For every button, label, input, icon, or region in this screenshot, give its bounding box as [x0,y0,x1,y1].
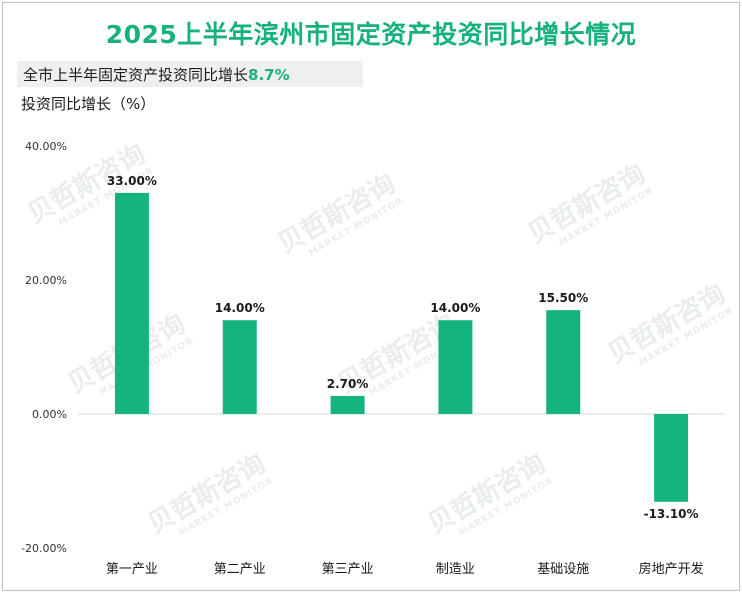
y-tick-label: 20.00% [25,274,67,287]
x-tick-label: 制造业 [436,562,475,577]
bar [654,414,689,502]
x-tick-label: 第一产业 [106,562,158,577]
data-label: 33.00% [107,174,157,188]
data-label: 2.70% [327,377,369,391]
bar [546,310,581,414]
bar [114,192,149,414]
bar [222,320,257,414]
summary-label-text: 全市上半年固定资产投资同比增长 [23,66,249,84]
bar-chart: 40.00% 20.00% 0.00% -20.00% 33.00% 第一产业 14.00%… [21,140,725,577]
x-tick-label: 基础设施 [537,562,589,577]
bar [438,320,473,414]
y-axis-label: 投资同比增长（%） [21,95,156,113]
summary-value: 8.7% [248,66,290,84]
y-tick-label: 0.00% [32,408,67,421]
x-tick-label: 房地产开发 [639,561,704,577]
summary-box: 全市上半年固定资产投资同比增长8.7% [17,61,363,87]
x-tick-label: 第二产业 [214,562,266,577]
data-label: 14.00% [215,301,265,315]
bar [330,395,365,414]
data-label: 15.50% [538,291,588,305]
data-label: 14.00% [430,301,480,315]
x-tick-label: 第三产业 [322,562,374,577]
summary-label: 全市上半年固定资产投资同比增长8.7% [23,64,290,85]
y-tick-label: -20.00% [21,542,67,555]
data-label: -13.10% [644,507,699,521]
y-tick-label: 40.00% [25,140,67,153]
chart-title: 2025上半年滨州市固定资产投资同比增长情况 [105,20,637,49]
